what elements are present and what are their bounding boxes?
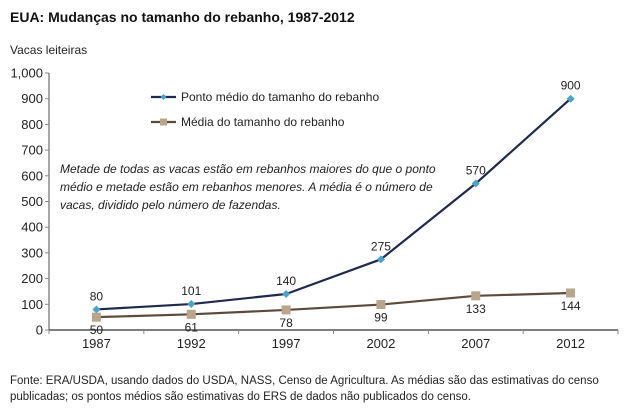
data-point-diamond [187, 300, 196, 309]
y-tick-label: 700 [21, 143, 43, 158]
data-label: 140 [276, 274, 296, 288]
y-tick-label: 500 [21, 194, 43, 209]
data-label: 275 [371, 239, 391, 253]
data-labels: 80 101 140 275 570 900 50 61 78 99 133 144 [90, 79, 581, 337]
data-point-diamond [471, 179, 480, 188]
y-tick-label: 400 [21, 220, 43, 235]
legend: Ponto médio do tamanho do rebanho Média d… [151, 90, 379, 129]
y-tick-label: 800 [21, 117, 43, 132]
data-point-square [376, 300, 386, 310]
data-point-square [186, 309, 196, 319]
y-tick-label: 1,000 [10, 66, 43, 81]
data-point-square [566, 288, 576, 298]
y-tick-label: 200 [21, 271, 43, 286]
data-label: 61 [185, 320, 199, 334]
data-label: 99 [374, 311, 388, 325]
data-label: 80 [90, 289, 104, 303]
legend-label: Média do tamanho do rebanho [181, 115, 345, 129]
data-label: 144 [561, 299, 581, 313]
data-point-square [281, 305, 291, 315]
legend-marker-square [160, 118, 167, 126]
data-label: 570 [466, 164, 486, 178]
data-point-square [91, 312, 101, 322]
x-tick-label: 2007 [461, 336, 490, 351]
data-point-diamond [376, 255, 385, 264]
legend-marker-diamond [160, 94, 167, 100]
y-tick-label: 900 [21, 91, 43, 106]
legend-label: Ponto médio do tamanho do rebanho [181, 90, 379, 104]
chart-title: EUA: Mudanças no tamanho do rebanho, 198… [10, 9, 355, 25]
data-label: 78 [279, 316, 293, 330]
y-tick-label: 0 [36, 323, 43, 338]
series-line-2 [96, 291, 571, 319]
y-axis-label: Vacas leiteiras [10, 43, 88, 57]
x-tick-label: 1987 [82, 336, 111, 351]
y-tick-label: 600 [21, 168, 43, 183]
chart-annotation: Metade de todas as vacas estão em rebanh… [60, 162, 436, 212]
data-label: 101 [181, 284, 201, 298]
series-lines [96, 97, 572, 319]
y-tick-label: 100 [21, 297, 43, 312]
data-point-diamond [282, 290, 291, 299]
data-label: 50 [90, 323, 104, 337]
data-point-diamond [92, 305, 101, 314]
axes: 0 100 200 300 400 500 600 700 800 900 1,000 1987 199… [10, 66, 619, 351]
series-line-1 [96, 97, 572, 311]
x-tick-label: 2002 [366, 336, 395, 351]
data-point-diamond [566, 94, 575, 103]
data-label: 133 [466, 302, 486, 316]
source-note: Fonte: ERA/USDA, usando dados do USDA, N… [10, 375, 599, 403]
y-tick-label: 300 [21, 245, 43, 260]
data-label: 900 [561, 79, 581, 93]
data-point-square [471, 291, 481, 301]
x-tick-label: 1997 [272, 336, 301, 351]
markers [91, 94, 576, 322]
x-tick-label: 2012 [556, 336, 585, 351]
x-tick-label: 1992 [177, 336, 206, 351]
